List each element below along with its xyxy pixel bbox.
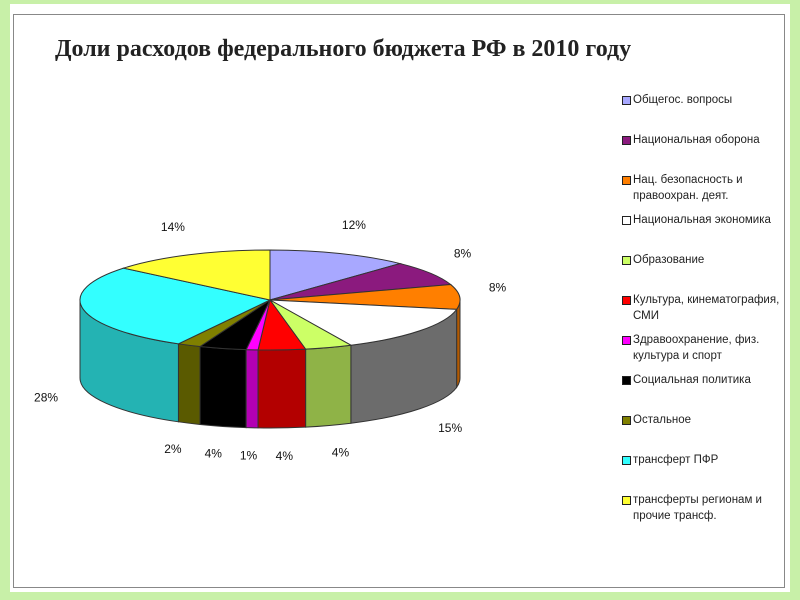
legend-swatch <box>622 336 631 345</box>
pie-slice-3 <box>269 299 458 346</box>
legend-label: Здравоохранение, физ. культура и спорт <box>633 334 760 362</box>
legend-label: Национальная экономика <box>633 214 771 226</box>
pie-side-2 <box>456 299 461 389</box>
legend-swatch <box>622 416 631 425</box>
pie-slice-9 <box>79 267 272 345</box>
slice-label-6: 1% <box>240 449 258 463</box>
legend-label: трансферты регионам и прочие трансф. <box>633 494 762 522</box>
slice-label-1: 8% <box>454 246 472 260</box>
legend-swatch <box>622 136 631 145</box>
slice-label-5: 4% <box>276 449 294 463</box>
pie-slice-10 <box>121 249 271 301</box>
pie-side-8 <box>177 343 201 426</box>
legend-label: Национальная оборона <box>633 134 760 146</box>
slice-label-10: 14% <box>161 220 185 234</box>
legend-swatch <box>622 216 631 225</box>
legend-label: трансферт ПФР <box>633 454 719 466</box>
legend-label: Остальное <box>633 414 692 426</box>
pie-side-5 <box>257 348 307 429</box>
pie-slice-1 <box>269 263 452 301</box>
slice-label-8: 2% <box>164 442 182 456</box>
legend-swatch <box>622 296 631 305</box>
legend-swatch <box>622 256 631 265</box>
legend-label: Нац. безопасность и правоохран. деят. <box>633 174 743 202</box>
slice-label-3: 15% <box>438 421 462 435</box>
legend-swatch <box>622 496 631 505</box>
slice-label-7: 4% <box>205 447 223 461</box>
pie-side-4 <box>305 344 352 428</box>
slice-label-4: 4% <box>332 445 350 459</box>
legend-label: Образование <box>633 254 705 266</box>
slice-label-9: 28% <box>34 390 58 404</box>
pie-side-7 <box>199 345 247 429</box>
legend-label: Социальная политика <box>633 374 751 386</box>
legend-swatch <box>622 376 631 385</box>
slice-label-2: 8% <box>489 280 507 294</box>
pie-side-6 <box>245 349 259 429</box>
legend-label: Общегос. вопросы <box>633 94 733 106</box>
slice-label-0: 12% <box>342 218 366 232</box>
legend-label: Культура, кинематография, СМИ <box>633 294 780 322</box>
pie-slice-0 <box>269 249 403 301</box>
legend-swatch <box>622 456 631 465</box>
legend-swatch <box>622 176 631 185</box>
chart-title: Доли расходов федерального бюджета РФ в … <box>55 36 632 62</box>
legend-swatch <box>622 96 631 105</box>
